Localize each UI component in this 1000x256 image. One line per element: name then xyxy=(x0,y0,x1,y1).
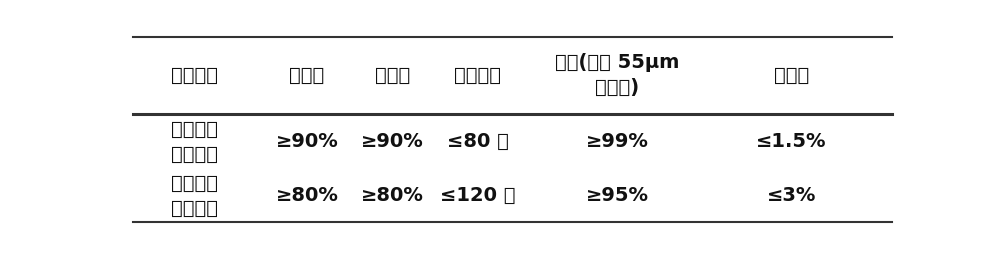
Text: 分散性: 分散性 xyxy=(290,66,325,84)
Text: 湿润时间: 湿润时间 xyxy=(454,66,501,84)
Text: 含水量: 含水量 xyxy=(774,66,809,84)
Text: ≤80 秒: ≤80 秒 xyxy=(447,132,509,151)
Text: ≤1.5%: ≤1.5% xyxy=(756,132,827,151)
Text: ≥95%: ≥95% xyxy=(586,186,649,205)
Text: ≥80%: ≥80% xyxy=(361,186,424,205)
Text: 本发明所
有实施例: 本发明所 有实施例 xyxy=(171,120,218,164)
Text: 悬浮率: 悬浮率 xyxy=(375,66,410,84)
Text: ≥99%: ≥99% xyxy=(586,132,649,151)
Text: 细度(通过 55μm
试验筛): 细度(通过 55μm 试验筛) xyxy=(555,53,679,97)
Text: ≤120 秒: ≤120 秒 xyxy=(440,186,515,205)
Text: ≥90%: ≥90% xyxy=(276,132,338,151)
Text: ≥90%: ≥90% xyxy=(361,132,424,151)
Text: ≥80%: ≥80% xyxy=(276,186,339,205)
Text: 技术指标: 技术指标 xyxy=(171,66,218,84)
Text: ≤3%: ≤3% xyxy=(767,186,816,205)
Text: 杀菌产品
规格要求: 杀菌产品 规格要求 xyxy=(171,174,218,218)
